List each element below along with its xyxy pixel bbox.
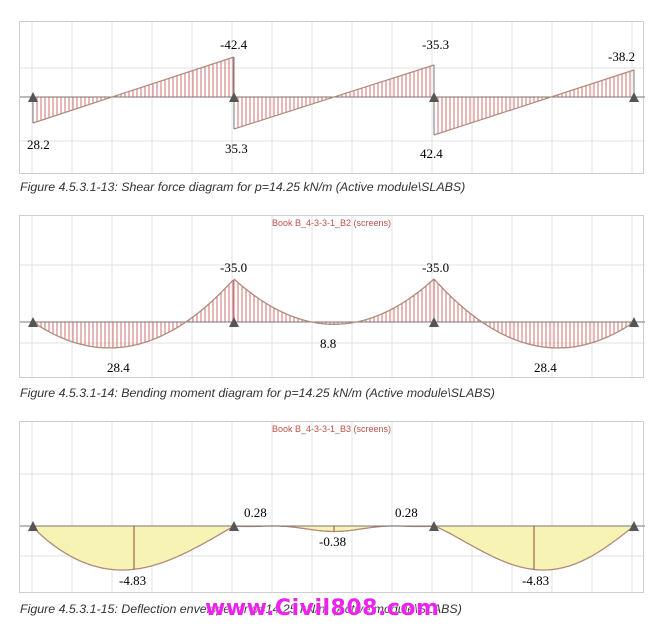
support-triangle-icon	[429, 92, 439, 102]
bending-moment-diagram: -35.0 -35.0 28.4 8.8 28.4 Book B_4-3-3-1…	[19, 215, 645, 379]
support-triangle-icon	[629, 317, 639, 327]
moment-label-8-8: 8.8	[320, 336, 336, 351]
shear-label-42-4: 42.4	[420, 146, 443, 161]
moment-label-28-4-left: 28.4	[107, 360, 130, 375]
support-triangle-icon	[429, 521, 439, 531]
moment-curve	[32, 279, 234, 349]
moment-label-neg-35-0-right: -35.0	[422, 260, 449, 275]
moment-curve	[433, 278, 635, 349]
support-triangle-icon	[229, 521, 239, 531]
support-triangle-icon	[429, 317, 439, 327]
shear-line	[233, 64, 435, 130]
moment-label-28-4-right: 28.4	[534, 360, 557, 375]
moment-label-neg-35-0-left: -35.0	[220, 260, 247, 275]
deflection-curve	[32, 525, 234, 571]
shear-label-neg-38-2: -38.2	[608, 49, 635, 64]
panel-title-b3: Book B_4-3-3-1_B3 (screens)	[271, 424, 392, 434]
deflection-label-0-28-right: 0.28	[395, 505, 418, 520]
support-triangle-icon	[28, 92, 38, 102]
caption-figure-14: Figure 4.5.3.1-14: Bending moment diagra…	[20, 386, 495, 400]
support-triangle-icon	[229, 92, 239, 102]
deflection-label-neg-4-83-left: -4.83	[119, 573, 146, 588]
caption-figure-15: Figure 4.5.3.1-15: Deflection envelope f…	[20, 602, 462, 616]
shear-label-35-3: 35.3	[225, 141, 248, 156]
caption-figure-13: Figure 4.5.3.1-13: Shear force diagram f…	[20, 180, 466, 194]
deflection-envelope-diagram: 0.28 0.28 -0.38 -4.83 -4.83 Book B_4-3-3…	[19, 421, 645, 594]
shear-force-plot: -42.4 -35.3 -38.2 28.2 35.3 42.4	[20, 22, 645, 175]
watermark: www.Civil808.com	[205, 596, 440, 621]
grid-lines	[20, 22, 645, 175]
deflection-label-neg-0-38: -0.38	[319, 534, 346, 549]
grid-lines	[20, 216, 645, 379]
support-triangle-icon	[629, 521, 639, 531]
support-triangle-icon	[28, 317, 38, 327]
shear-line	[433, 69, 635, 136]
shear-label-neg-35-3: -35.3	[422, 37, 449, 52]
deflection-label-neg-4-83-right: -4.83	[522, 573, 549, 588]
support-triangle-icon	[629, 92, 639, 102]
shear-label-neg-42-4: -42.4	[220, 37, 248, 52]
support-triangle-icon	[28, 521, 38, 531]
bending-moment-plot: -35.0 -35.0 28.4 8.8 28.4	[20, 216, 645, 379]
shear-line	[32, 56, 235, 124]
deflection-plot: 0.28 0.28 -0.38 -4.83 -4.83	[20, 422, 645, 594]
moment-curve	[233, 278, 435, 325]
shear-label-28-2: 28.2	[27, 137, 50, 152]
deflection-curve	[433, 525, 635, 571]
panel-title-b2: Book B_4-3-3-1_B2 (screens)	[271, 218, 392, 228]
shear-force-diagram: -42.4 -35.3 -38.2 28.2 35.3 42.4	[19, 21, 645, 175]
support-triangle-icon	[229, 317, 239, 327]
deflection-label-0-28-left: 0.28	[244, 505, 267, 520]
